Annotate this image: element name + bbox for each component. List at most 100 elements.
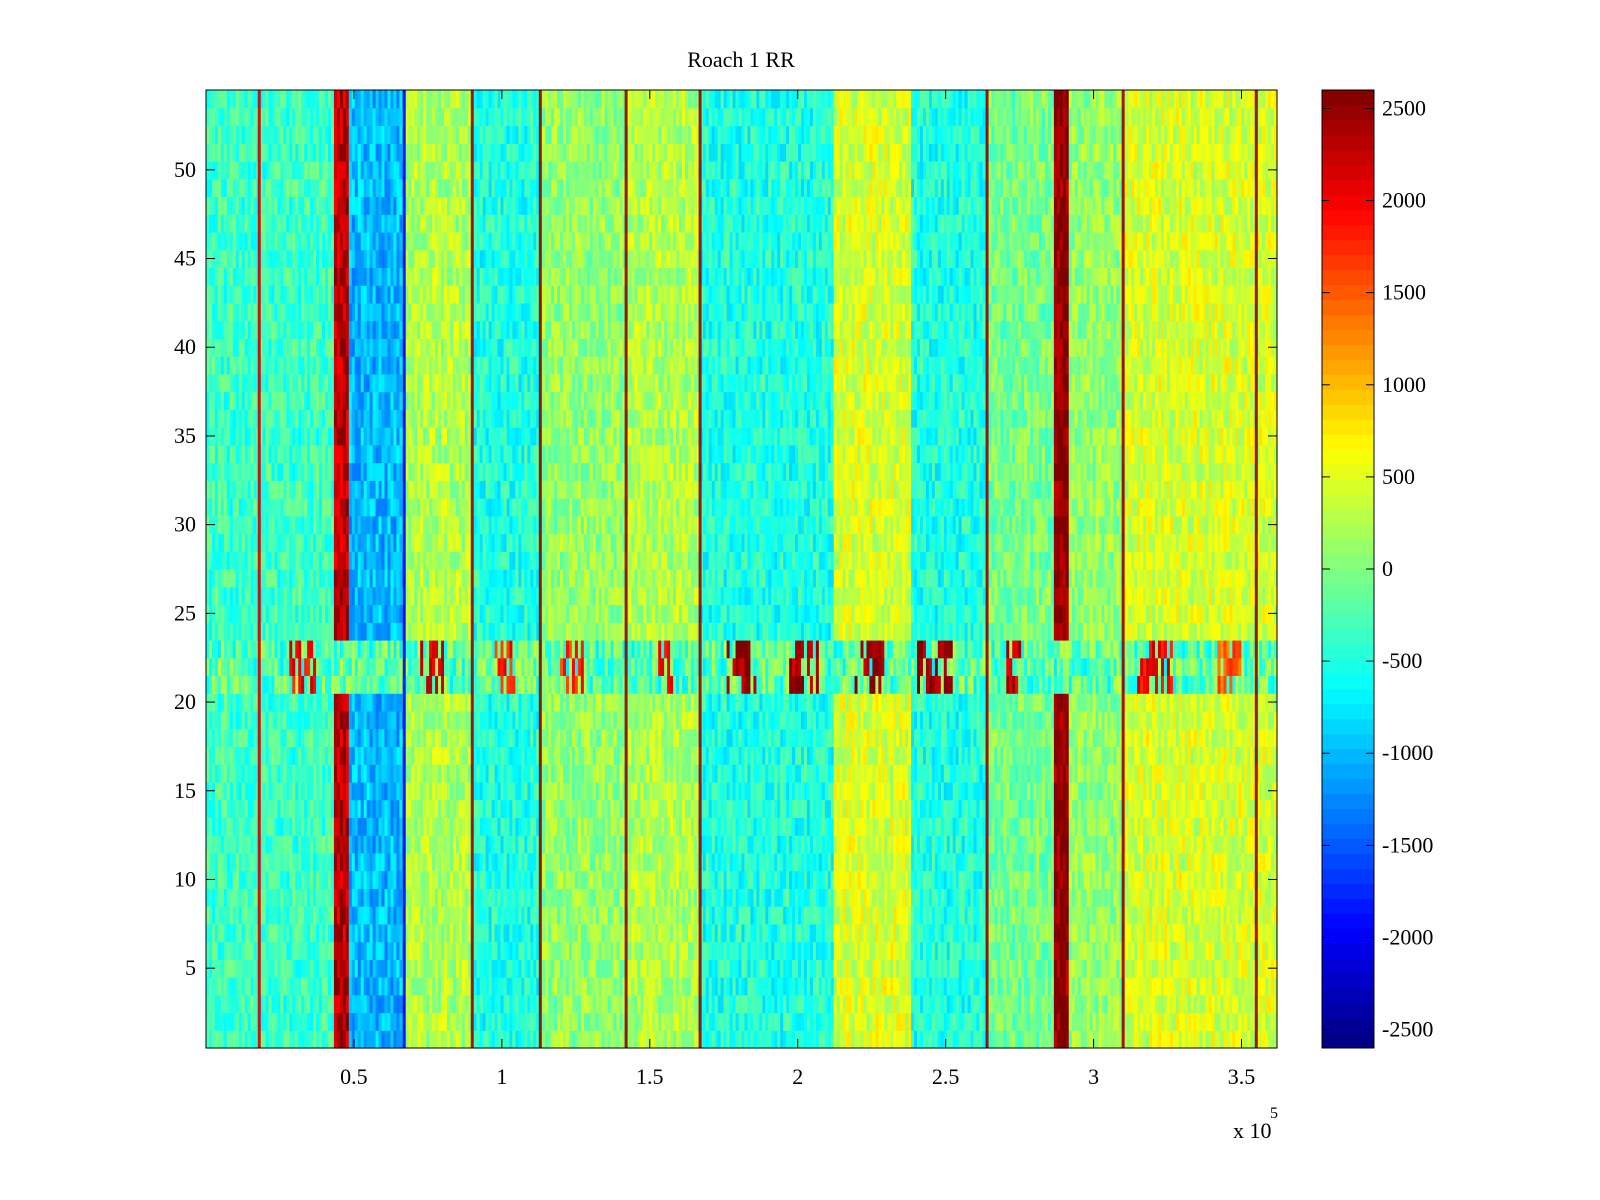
heatmap-cell (220, 977, 225, 996)
heatmap-cell (542, 1012, 546, 1031)
heatmap-cell (366, 1030, 371, 1049)
heatmap-cell (777, 994, 781, 1014)
heatmap-cell (208, 994, 213, 1014)
heatmap-cell (464, 1030, 469, 1049)
heatmap-cell (1193, 1030, 1198, 1049)
heatmap-cell (1169, 994, 1174, 1014)
heatmap-cell (319, 1012, 323, 1031)
heatmap-cell (554, 977, 558, 996)
heatmap-cell (952, 1030, 957, 1049)
heatmap-cell (1232, 994, 1236, 1014)
chart-title: Roach 1 RR (687, 47, 795, 72)
heatmap-cell (658, 1012, 662, 1031)
heatmap-cell (833, 1030, 838, 1049)
heatmap-cell (848, 1012, 853, 1031)
heatmap-cell (1172, 1012, 1177, 1031)
heatmap-cell (940, 994, 945, 1014)
heatmap-cell (783, 1030, 787, 1049)
heatmap-cell (235, 994, 240, 1014)
heatmap-cell (795, 1012, 799, 1031)
heatmap-cell (1018, 1030, 1022, 1049)
heatmap-cell (527, 1012, 531, 1031)
heatmap-cell (592, 1012, 597, 1031)
heatmap-cell (226, 977, 231, 996)
heatmap-cell (693, 1030, 698, 1049)
heatmap-cell (604, 977, 609, 996)
heatmap-cell (250, 977, 255, 996)
heatmap-cell (979, 994, 984, 1014)
heatmap-cell (265, 977, 270, 996)
heatmap-cell (1009, 1030, 1013, 1049)
heatmap-cell (515, 1030, 519, 1049)
heatmap-cell (542, 994, 546, 1014)
heatmap-cell (304, 977, 308, 996)
heatmap-cell (319, 994, 323, 1014)
heatmap-cell (536, 977, 540, 996)
heatmap-cell (354, 1012, 359, 1031)
heatmap-cell (631, 1030, 635, 1049)
heatmap-cell (238, 1030, 243, 1049)
heatmap-cell (455, 994, 460, 1014)
heatmap-cell (946, 994, 951, 1014)
heatmap-cell (405, 977, 409, 996)
heatmap-cell (289, 994, 293, 1014)
heatmap-cell (1104, 1030, 1109, 1049)
heatmap-cell (479, 977, 484, 996)
heatmap-cell (881, 1012, 885, 1031)
heatmap-cell (1128, 1030, 1132, 1049)
heatmap-cell (676, 1030, 680, 1049)
heatmap-cell (467, 994, 472, 1014)
heatmap-cell (1056, 994, 1061, 1014)
heatmap-cell (613, 1012, 618, 1031)
heatmap-cell (467, 1012, 472, 1031)
heatmap-cell (268, 1030, 273, 1049)
heatmap-cell (771, 1012, 775, 1031)
heatmap-cell (1262, 1030, 1266, 1049)
heatmap-cell (509, 994, 514, 1014)
heatmap-cell (747, 1012, 752, 1031)
heatmap-cell (476, 1030, 481, 1049)
heatmap-cell (476, 994, 481, 1014)
heatmap-cell (423, 1012, 427, 1031)
heatmap-cell (238, 977, 243, 996)
heatmap-cell (577, 994, 582, 1014)
heatmap-cell (925, 1030, 930, 1049)
heatmap-cell (551, 977, 555, 996)
heatmap-cell (509, 1012, 514, 1031)
heatmap-cell (426, 994, 430, 1014)
heatmap-cell (327, 1012, 332, 1031)
heatmap-cell (1143, 994, 1147, 1014)
heatmap-cell (812, 1012, 817, 1031)
heatmap-cell (1050, 994, 1055, 1014)
heatmap-cell (423, 1030, 427, 1049)
heatmap-cell (375, 1012, 380, 1031)
heatmap-cell (232, 1012, 237, 1031)
heatmap-cell (1202, 1030, 1207, 1049)
heatmap-cell (690, 994, 695, 1014)
heatmap-cell (756, 1030, 760, 1049)
heatmap-cell (586, 1012, 591, 1031)
heatmap-cell (866, 1012, 871, 1031)
heatmap-cell (756, 977, 760, 996)
heatmap-cell (232, 1030, 237, 1049)
heatmap-cell (1217, 1012, 1222, 1031)
heatmap-cell (589, 1012, 594, 1031)
heatmap-cell (664, 1030, 668, 1049)
heatmap-cell (259, 1012, 264, 1031)
heatmap-cell (461, 1030, 466, 1049)
heatmap-cell (1250, 1012, 1254, 1031)
heatmap-cell (548, 1030, 552, 1049)
heatmap-cell (976, 994, 981, 1014)
heatmap-cell (583, 1012, 588, 1031)
heatmap-cell (512, 1012, 516, 1031)
heatmap-cell (628, 977, 633, 996)
heatmap-cell (455, 977, 460, 996)
heatmap-cell (545, 994, 549, 1014)
heatmap-cell (1271, 1012, 1275, 1031)
heatmap-cell (336, 1012, 341, 1031)
heatmap-cell (313, 1012, 317, 1031)
heatmap-cell (717, 977, 722, 996)
heatmap-cell (488, 977, 493, 996)
heatmap-cell (803, 1012, 808, 1031)
heatmap-cell (604, 1012, 609, 1031)
